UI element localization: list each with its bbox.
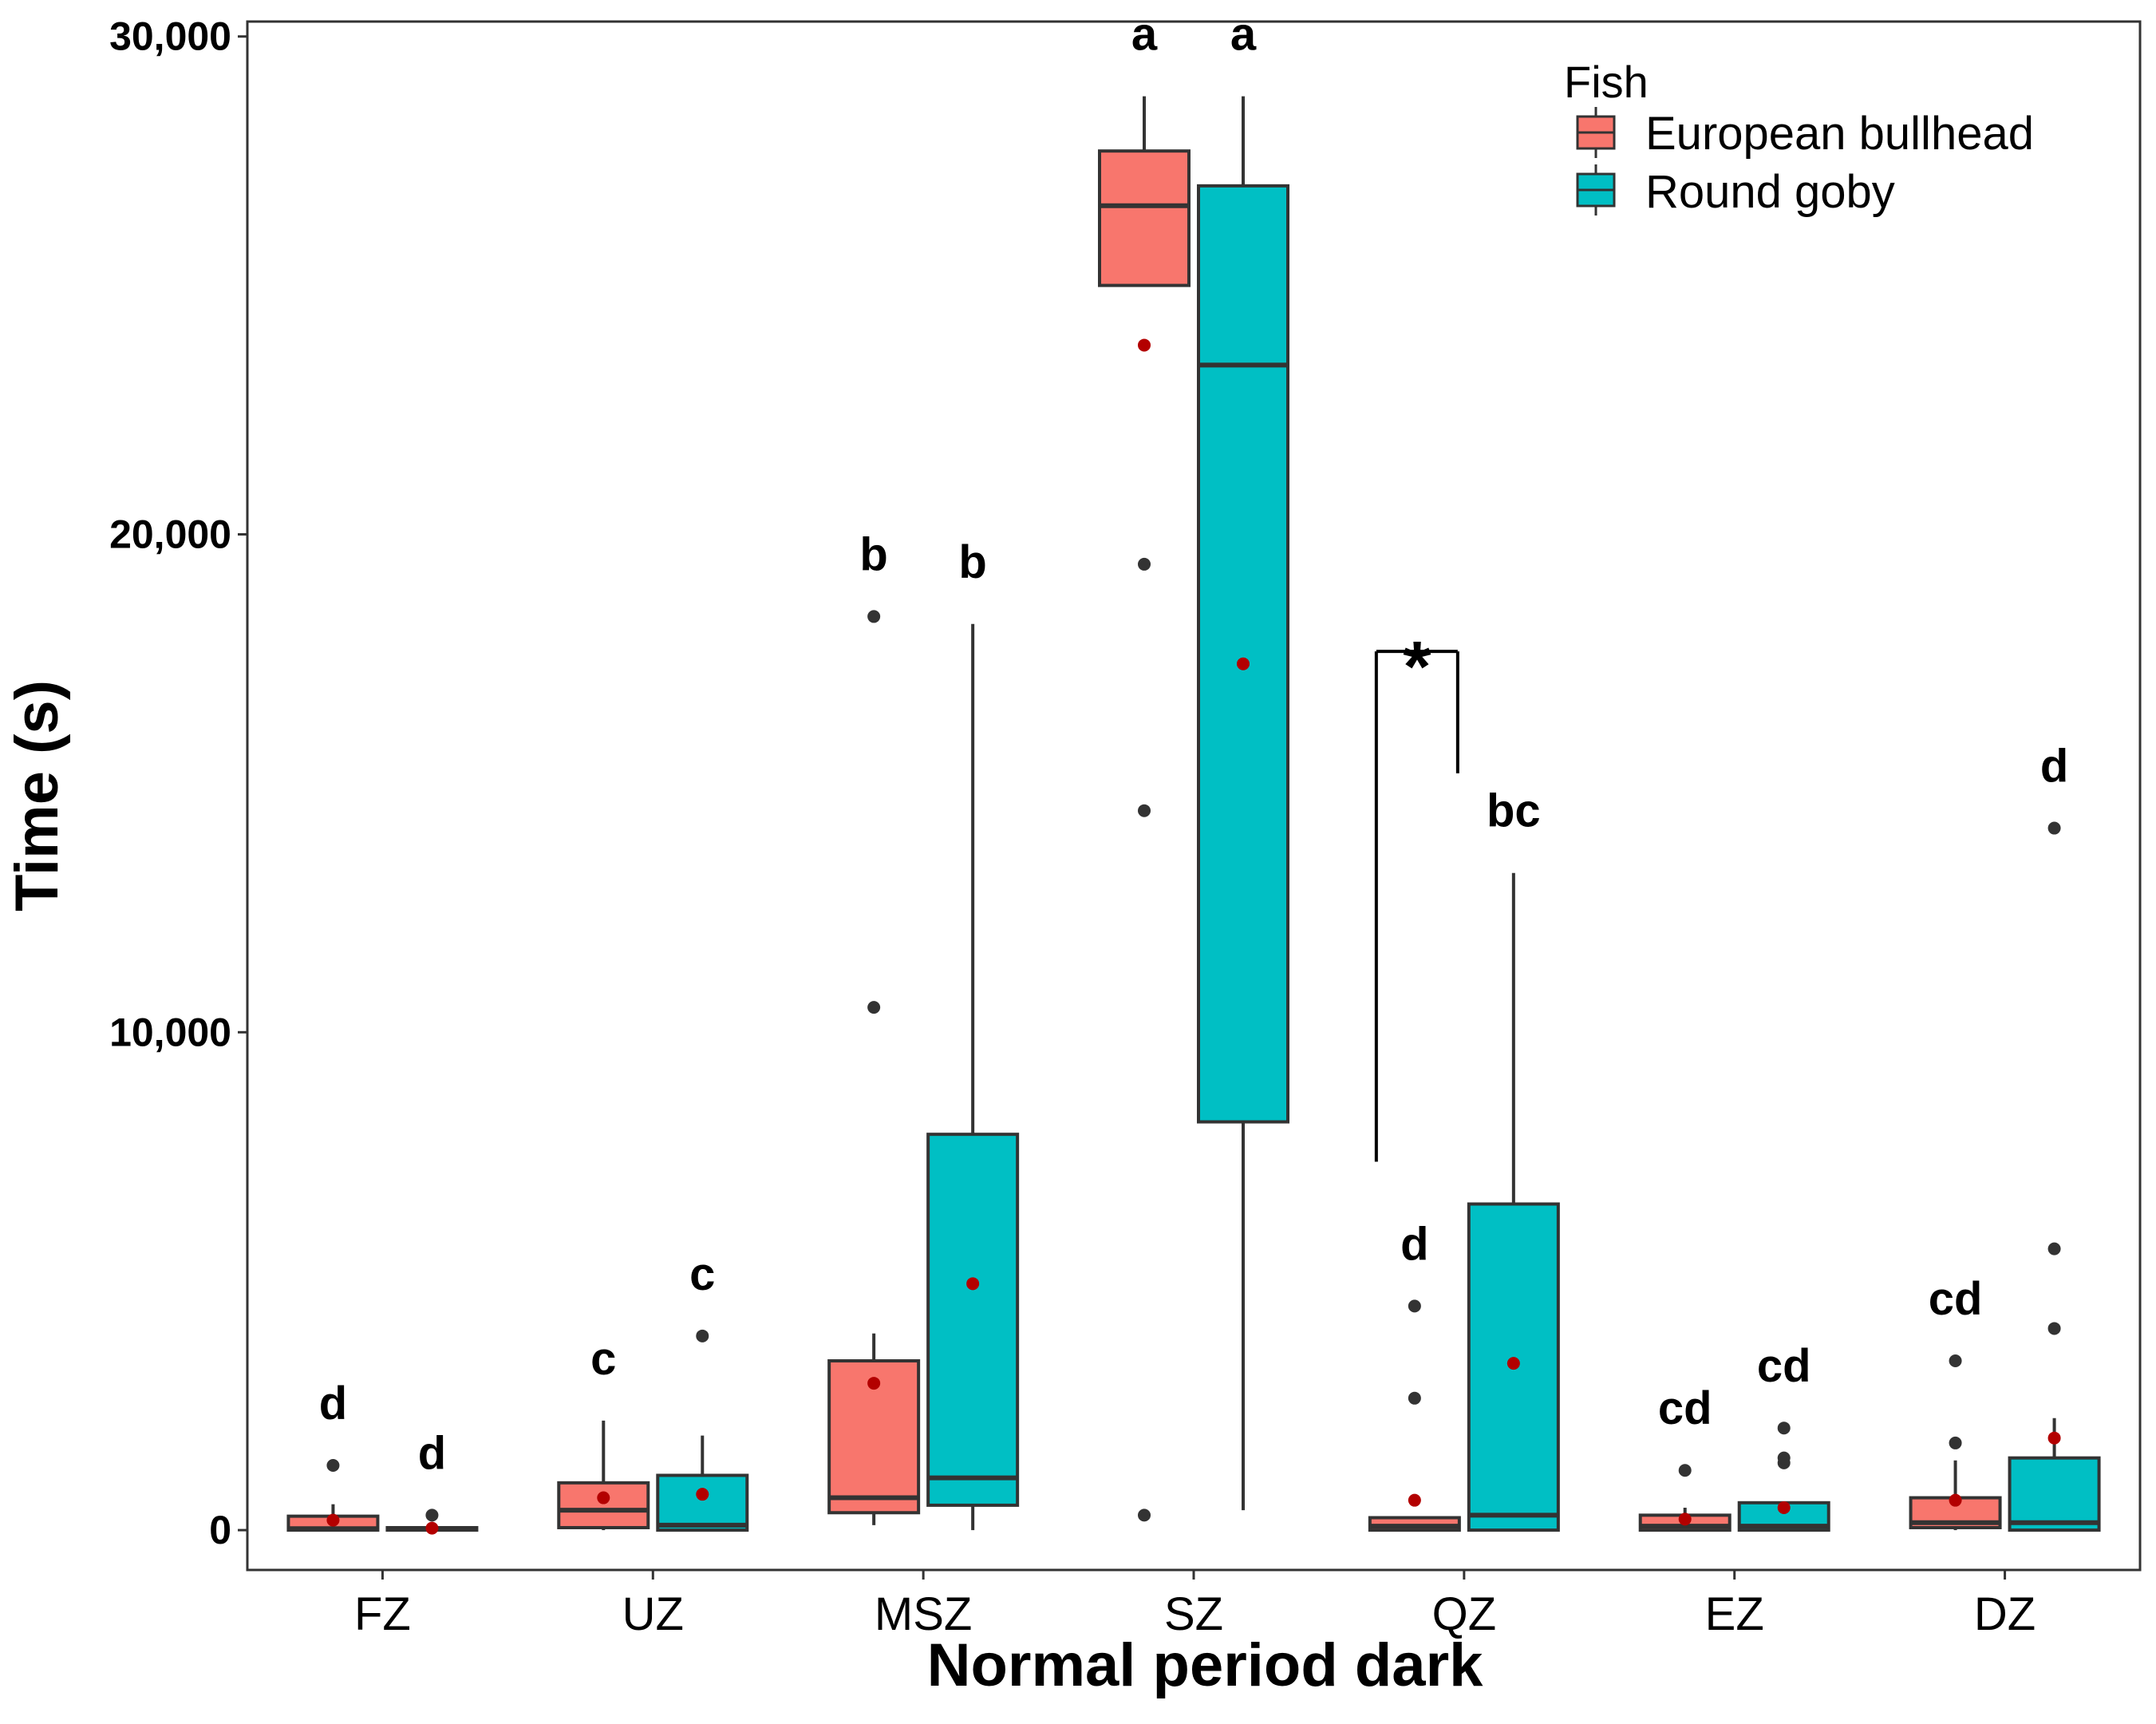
- y-axis: 0 10,000 20,000 30,000: [109, 14, 247, 1552]
- x-tick-label: QZ: [1432, 1588, 1497, 1640]
- significance-letter: d: [319, 1378, 347, 1429]
- mean-point: [1138, 338, 1151, 352]
- box-ez-goby: cd: [1737, 1340, 1830, 1532]
- legend-entry-round-goby: Round goby: [1576, 164, 1895, 218]
- outlier-point: [696, 1329, 709, 1342]
- legend-title: Fish: [1564, 57, 1649, 107]
- box-qz-goby: bc: [1467, 785, 1560, 1532]
- x-tick-label: FZ: [354, 1588, 411, 1640]
- box-body: [2008, 1456, 2101, 1532]
- y-tick-label: 10,000: [109, 1010, 231, 1054]
- outlier-point: [2047, 1322, 2061, 1335]
- outlier-point: [1777, 1422, 1791, 1435]
- box-dz-bullhead: cd: [1909, 1273, 2002, 1531]
- box-fz-bullhead: d: [286, 1378, 380, 1532]
- significance-letter: c: [590, 1333, 616, 1385]
- outlier-point: [1777, 1451, 1791, 1465]
- significance-star: *: [1403, 627, 1431, 707]
- box-body: [1197, 184, 1289, 1124]
- box-sz-goby: a: [1197, 9, 1289, 1511]
- x-axis: FZ UZ MSZ SZ QZ EZ DZ: [354, 1570, 2036, 1640]
- box-body: [557, 1481, 650, 1529]
- outlier-point: [867, 610, 881, 623]
- outlier-point: [1138, 557, 1151, 571]
- significance-letter: b: [859, 528, 887, 580]
- mean-point: [425, 1521, 439, 1535]
- mean-point: [1237, 657, 1250, 670]
- outlier-point: [1949, 1436, 1962, 1449]
- significance-letter: bc: [1487, 785, 1541, 837]
- significance-letter: a: [1230, 9, 1257, 61]
- significance-letter: cd: [1757, 1340, 1811, 1392]
- box-msz-goby: b: [926, 536, 1020, 1531]
- mean-point: [597, 1491, 610, 1505]
- outlier-point: [2047, 821, 2061, 835]
- significance-letter: cd: [1658, 1382, 1712, 1434]
- y-tick-label: 30,000: [109, 14, 231, 59]
- significance-letter: b: [958, 536, 986, 588]
- mean-point: [1777, 1501, 1791, 1515]
- x-tick-label: MSZ: [875, 1588, 972, 1640]
- y-tick-label: 0: [209, 1508, 231, 1552]
- y-axis-title: Time (s): [3, 680, 71, 911]
- outlier-point: [1949, 1354, 1962, 1368]
- box-qz-bullhead: d: [1368, 1218, 1461, 1532]
- legend-label-european-bullhead: European bullhead: [1645, 108, 2034, 160]
- mean-point: [2047, 1431, 2061, 1445]
- box-body: [1098, 149, 1191, 287]
- mean-point: [326, 1513, 340, 1527]
- significance-letter: c: [689, 1248, 715, 1300]
- legend: Fish European bullhead Round goby: [1564, 57, 2034, 218]
- significance-letter: a: [1131, 9, 1158, 61]
- outlier-point: [867, 1001, 881, 1014]
- legend-label-round-goby: Round goby: [1645, 166, 1895, 218]
- x-tick-label: UZ: [622, 1588, 684, 1640]
- mean-point: [1506, 1357, 1520, 1370]
- legend-entry-european-bullhead: European bullhead: [1576, 107, 2034, 160]
- box-msz-bullhead: b: [827, 528, 921, 1525]
- significance-letter: d: [1400, 1218, 1428, 1270]
- mean-point: [966, 1277, 980, 1291]
- box-body: [656, 1473, 749, 1532]
- box-uz-goby: c: [656, 1248, 749, 1532]
- x-tick-label: DZ: [1974, 1588, 2036, 1640]
- mean-point: [867, 1377, 881, 1390]
- outlier-point: [425, 1508, 439, 1522]
- x-tick-label: SZ: [1164, 1588, 1223, 1640]
- significance-letter: d: [418, 1427, 446, 1479]
- outlier-point: [2047, 1242, 2061, 1255]
- outlier-point: [1408, 1299, 1421, 1313]
- mean-point: [1408, 1493, 1421, 1507]
- x-axis-title: Normal period dark: [927, 1631, 1484, 1699]
- significance-letter: d: [2040, 741, 2068, 793]
- y-tick-label: 20,000: [109, 512, 231, 557]
- mean-point: [1949, 1493, 1962, 1507]
- outlier-point: [1678, 1464, 1692, 1477]
- outlier-point: [326, 1459, 340, 1473]
- mean-point: [1678, 1512, 1692, 1526]
- significance-letter: cd: [1929, 1273, 1983, 1325]
- x-tick-label: EZ: [1705, 1588, 1764, 1640]
- box-uz-bullhead: c: [557, 1333, 650, 1531]
- box-ez-bullhead: cd: [1638, 1382, 1732, 1532]
- mean-point: [696, 1488, 709, 1501]
- significance-layer: *: [1374, 627, 1459, 1162]
- plot-panel: [246, 20, 2142, 1572]
- outlier-point: [1408, 1391, 1421, 1405]
- box-fz-goby: d: [385, 1427, 479, 1535]
- box-body: [926, 1133, 1020, 1507]
- box-sz-bullhead: a: [1098, 9, 1191, 1522]
- outlier-point: [1138, 804, 1151, 817]
- outlier-point: [1138, 1508, 1151, 1522]
- box-dz-goby: d: [2008, 741, 2101, 1532]
